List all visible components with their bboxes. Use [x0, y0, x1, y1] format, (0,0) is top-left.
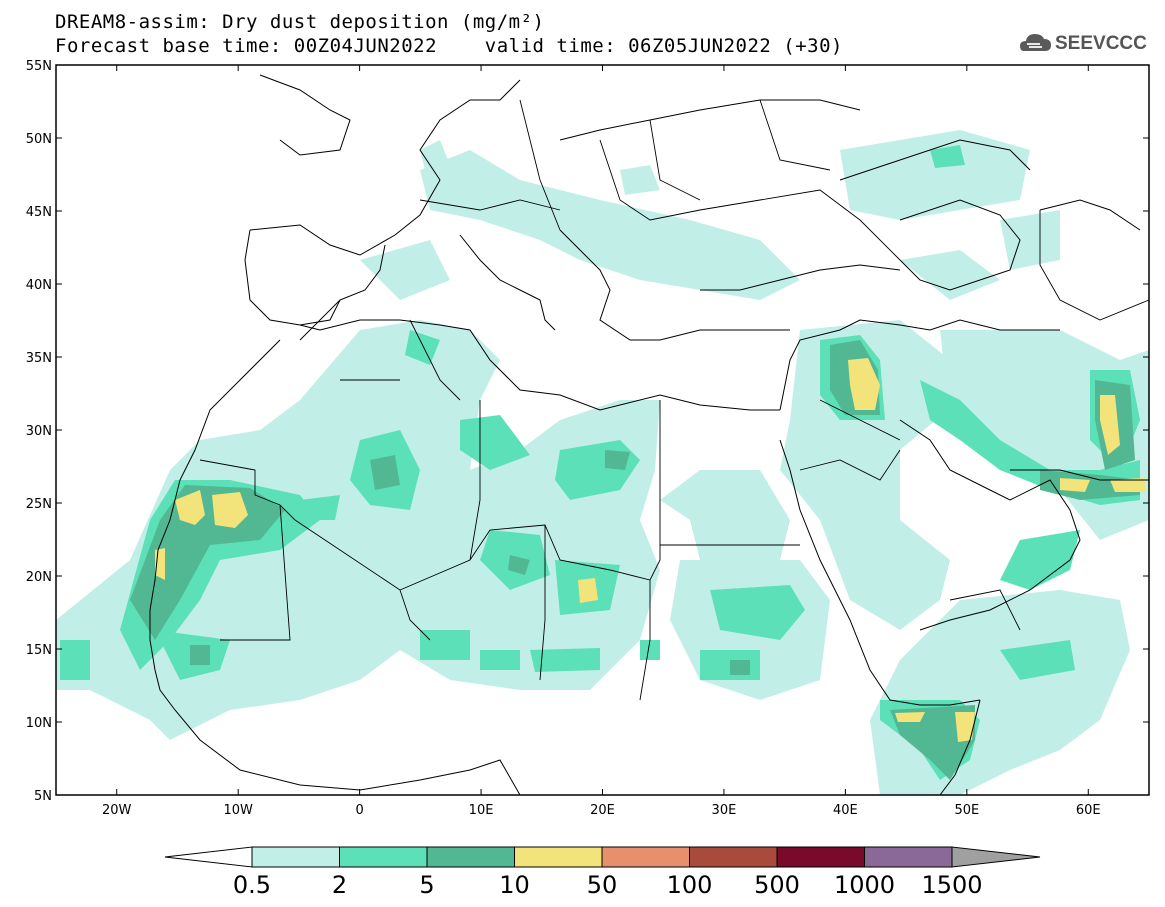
lat-tick-label: 35N [26, 351, 52, 366]
country-borders [199, 99, 1149, 701]
lon-tick-label: 10E [469, 803, 494, 818]
lon-tick-label: 50E [954, 803, 979, 818]
colorbar-swatch [864, 846, 953, 868]
lon-tick-label: 20W [102, 803, 132, 818]
lat-tick-label: 30N [26, 424, 52, 439]
colorbar-swatch [339, 846, 428, 868]
colorbar-swatch [689, 846, 778, 868]
colorbar-label: 0.5 [233, 871, 271, 899]
colorbar-label: 5 [419, 871, 434, 899]
colorbar-max-arrow [951, 846, 1041, 868]
lat-tick-label: 25N [26, 497, 52, 512]
colorbar-label: 500 [754, 871, 800, 899]
lon-tick-label: 30E [712, 803, 737, 818]
lon-tick-label: 20E [590, 803, 615, 818]
dust-deposition-field [56, 130, 1149, 795]
logo-text: SEEVCCC [1055, 33, 1147, 54]
map-title: DREAM8-assim: Dry dust deposition (mg/m²… [55, 11, 545, 33]
lat-tick-label: 50N [26, 132, 52, 147]
lat-tick-label: 15N [26, 643, 52, 658]
colorbar-swatch [776, 846, 865, 868]
coastlines [149, 74, 1149, 795]
colorbar-min-arrow [164, 846, 253, 868]
colorbar-label: 2 [332, 871, 347, 899]
colorbar-swatch [601, 846, 690, 868]
lat-tick-label: 5N [34, 789, 52, 804]
seevccc-logo: SEEVCCC [1020, 33, 1147, 54]
lat-tick-label: 55N [26, 59, 52, 74]
longitude-axis: 20W 10W 0 10E 20E 30E 40E 50E 60E [102, 65, 1101, 818]
colorbar-label: 100 [667, 871, 713, 899]
colorbar-label: 1500 [921, 871, 982, 899]
colorbar-label: 1000 [834, 871, 895, 899]
lon-tick-label: 40E [833, 803, 858, 818]
colorbar-swatch [514, 846, 603, 868]
level-10-fill [155, 358, 1145, 742]
lat-tick-label: 10N [26, 716, 52, 731]
lat-tick-label: 45N [26, 205, 52, 220]
lat-tick-label: 20N [26, 570, 52, 585]
lon-tick-label: 0 [355, 803, 363, 818]
cloud-icon [1020, 34, 1051, 51]
colorbar-label: 10 [499, 871, 530, 899]
lat-tick-label: 40N [26, 278, 52, 293]
lon-tick-label: 10W [223, 803, 253, 818]
colorbar: 0.5 2 5 10 50 100 500 1000 1500 [164, 846, 1041, 899]
colorbar-label: 50 [587, 871, 618, 899]
lon-tick-label: 60E [1076, 803, 1101, 818]
colorbar-swatch [251, 846, 340, 868]
colorbar-swatch [426, 846, 515, 868]
forecast-times: Forecast base time: 00Z04JUN2022 valid t… [55, 35, 843, 57]
latitude-axis: 5N 10N 15N 20N 25N 30N 35N 40N 45N 50N 55N [26, 59, 1149, 804]
